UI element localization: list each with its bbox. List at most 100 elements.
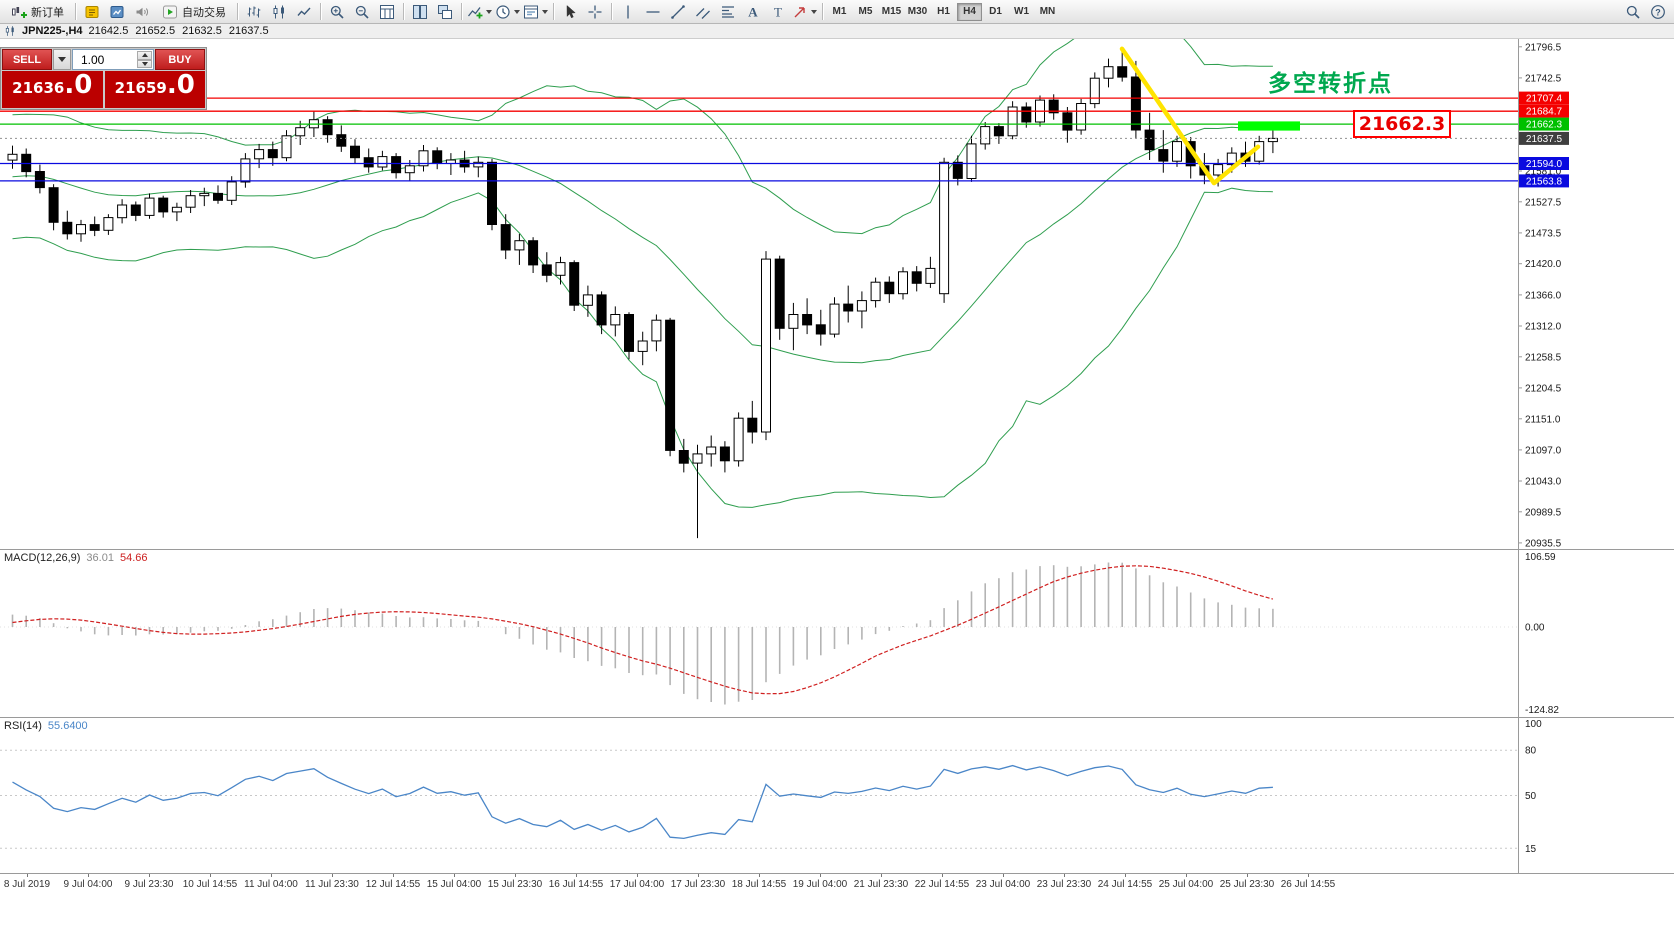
autotrading-button[interactable]: 自动交易 <box>155 1 233 22</box>
price-badge <box>1519 174 1569 188</box>
search-icon <box>1625 4 1641 20</box>
chevron-down-icon <box>58 57 66 62</box>
chart-candles-button[interactable] <box>267 1 291 22</box>
alerts-button[interactable] <box>130 1 154 22</box>
chart-bars-button[interactable] <box>242 1 266 22</box>
rsi-header: RSI(14) 55.6400 <box>4 720 88 732</box>
toolbar-separator <box>553 3 554 20</box>
trendline-button[interactable] <box>666 1 690 22</box>
time-axis-label: 21 Jul 23:30 <box>853 879 909 890</box>
zoom-out-button[interactable] <box>350 1 374 22</box>
periods-button[interactable] <box>494 1 521 22</box>
label-icon: T <box>770 4 786 20</box>
toolbar-separator <box>822 3 823 20</box>
price-badge <box>1519 131 1569 145</box>
label-button[interactable]: T <box>766 1 790 22</box>
price-badge <box>1519 157 1569 170</box>
new-order-button[interactable]: 新订单 <box>4 1 71 22</box>
volume-field[interactable]: 1.00 <box>72 49 154 70</box>
channel-button[interactable] <box>691 1 715 22</box>
svg-text:50: 50 <box>1525 791 1537 802</box>
tile-windows-button[interactable] <box>408 1 432 22</box>
one-click-trading-panel[interactable]: SELL 1.00 BUY 21636 .0 21659 <box>0 47 207 110</box>
vertical-line-button[interactable] <box>616 1 640 22</box>
time-tick <box>576 874 577 877</box>
time-tick <box>454 874 455 877</box>
time-axis-label: 11 Jul 23:30 <box>305 879 359 890</box>
text-button[interactable]: A <box>741 1 765 22</box>
zoom-in-icon <box>329 4 345 20</box>
rsi-indicator-panel[interactable]: RSI(14) 55.6400 100 80 50 15 <box>0 717 1674 873</box>
trendline-icon <box>670 4 686 20</box>
trend-arrow-annotation[interactable] <box>1119 46 1261 186</box>
volume-decrease-button[interactable] <box>137 59 152 68</box>
turning-point-annotation[interactable]: 多空转折点 <box>1268 71 1393 97</box>
timeframe-m30-button[interactable]: M30 <box>905 3 930 21</box>
macd-label: MACD(12,26,9) <box>4 552 81 564</box>
time-tick <box>210 874 211 877</box>
price-callout-box[interactable]: 21662.3 <box>1353 110 1451 138</box>
volume-increase-button[interactable] <box>137 51 152 60</box>
timeframe-h1-button[interactable]: H1 <box>931 3 956 21</box>
timeframe-m15-button[interactable]: M15 <box>879 3 904 21</box>
price-axis[interactable]: 21796.521742.521688.521635.021581.021527… <box>1518 42 1570 549</box>
indicators-button[interactable] <box>466 1 493 22</box>
price-chart[interactable]: 21796.521742.521688.521635.021581.021527… <box>0 5 1674 549</box>
toolbar-separator <box>75 3 76 20</box>
macd-axis: 106.59 0.00 -124.82 <box>1525 552 1559 716</box>
time-tick <box>881 874 882 877</box>
timeframe-w1-button[interactable]: W1 <box>1009 3 1034 21</box>
timeframe-d1-button[interactable]: D1 <box>983 3 1008 21</box>
timeframe-mn-button[interactable]: MN <box>1035 3 1060 21</box>
rsi-value: 55.6400 <box>47 720 88 732</box>
highlight-rectangle-annotation[interactable] <box>1238 121 1300 131</box>
text-icon: A <box>745 4 761 20</box>
macd-canvas[interactable]: 106.59 0.00 -124.82 <box>0 550 1674 717</box>
timeframe-m5-button[interactable]: M5 <box>853 3 878 21</box>
sell-price-value: 21636 <box>12 79 65 97</box>
time-axis-label: 24 Jul 14:55 <box>1097 879 1153 890</box>
chart-line-button[interactable] <box>292 1 316 22</box>
horizontal-line-button[interactable] <box>641 1 665 22</box>
svg-text:21581.0: 21581.0 <box>1525 167 1562 178</box>
arrows-icon <box>792 4 808 20</box>
templates-button[interactable] <box>522 1 549 22</box>
help-button[interactable]: ? <box>1646 1 1670 22</box>
buy-price-button[interactable]: 21659 .0 <box>104 71 205 108</box>
fibonacci-button[interactable] <box>716 1 740 22</box>
svg-text:?: ? <box>1655 7 1661 17</box>
toolbar-separator <box>461 3 462 20</box>
crosshair-button[interactable] <box>583 1 607 22</box>
sell-price-button[interactable]: 21636 .0 <box>2 71 103 108</box>
metaeditor-button[interactable] <box>80 1 104 22</box>
timeframe-m1-button[interactable]: M1 <box>827 3 852 21</box>
time-axis[interactable]: 8 Jul 2019 9 Jul 04:00 9 Jul 23:30 10 Jul 1… <box>0 873 1674 897</box>
cursor-button[interactable] <box>558 1 582 22</box>
svg-text:21151.0: 21151.0 <box>1525 414 1561 425</box>
svg-text:21420.0: 21420.0 <box>1525 259 1562 270</box>
help-icon: ? <box>1650 4 1666 20</box>
search-button[interactable] <box>1621 1 1645 22</box>
macd-indicator-panel[interactable]: MACD(12,26,9) 36.01 54.66 106.59 0.00 -124… <box>0 549 1674 717</box>
market-watch-icon <box>109 4 125 20</box>
market-watch-button[interactable] <box>105 1 129 22</box>
volume-value[interactable]: 1.00 <box>81 52 105 67</box>
rsi-axis: 100 80 50 15 <box>1525 719 1542 855</box>
cascade-windows-button[interactable] <box>433 1 457 22</box>
macd-histogram <box>11 562 1274 705</box>
order-type-dropdown[interactable] <box>53 49 71 70</box>
auto-arrange-button[interactable] <box>375 1 399 22</box>
buy-price-value: 21659 <box>114 79 167 97</box>
buy-button[interactable]: BUY <box>155 49 205 70</box>
svg-text:A: A <box>748 4 758 19</box>
sell-button[interactable]: SELL <box>2 49 52 70</box>
rsi-canvas[interactable]: 100 80 50 15 <box>0 718 1674 873</box>
time-tick <box>515 874 516 877</box>
price-badge <box>1519 117 1569 131</box>
arrows-button[interactable] <box>791 1 818 22</box>
zoom-in-button[interactable] <box>325 1 349 22</box>
svg-text:21742.5: 21742.5 <box>1525 73 1562 84</box>
time-tick <box>393 874 394 877</box>
timeframe-h4-button[interactable]: H4 <box>957 2 982 21</box>
